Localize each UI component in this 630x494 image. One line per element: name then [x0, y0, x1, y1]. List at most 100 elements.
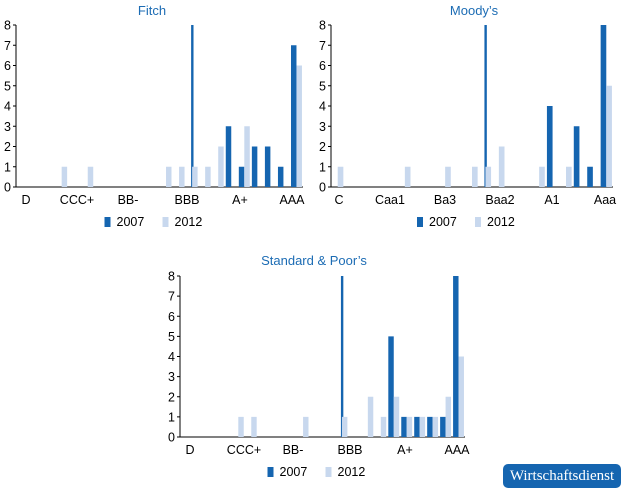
moodys-bar-2012 [566, 166, 572, 187]
sp-y-tick-label: 4 [168, 350, 175, 364]
fitch-bar-2007 [191, 25, 194, 187]
sp-chart: Standard & Poor’s 0 1 2 3 4 5 6 7 8 D CCC+ BB- BBB A+ A… [168, 253, 470, 479]
sp-x-tick-label: A+ [397, 443, 413, 457]
moodys-x-tick-label: Aaa [594, 193, 616, 207]
fitch-x-tick-label: BBB [174, 193, 199, 207]
moodys-bar-2012 [498, 146, 505, 187]
fitch-bar-2012 [296, 65, 302, 187]
fitch-bar-2012 [87, 166, 94, 187]
moodys-y-tick-label: 1 [319, 160, 326, 174]
sp-legend: 2007 2012 [267, 465, 366, 479]
fitch-bar-2012 [205, 166, 211, 187]
fitch-y-tick-label: 7 [4, 39, 11, 53]
fitch-title: Fitch [138, 3, 166, 18]
sp-y-tick-label: 7 [168, 290, 175, 304]
sp-bar-2012 [458, 356, 464, 437]
moodys-bar-2007 [587, 166, 593, 187]
fitch-bar-2007 [277, 166, 284, 187]
sp-x-tick-label: D [185, 443, 194, 457]
fitch-y-tick-label: 0 [4, 181, 11, 195]
moodys-bar-2012 [404, 166, 411, 187]
sp-bar-2007 [401, 416, 407, 437]
legend-swatch-2007 [417, 217, 423, 227]
fitch-bar-2012 [61, 166, 68, 187]
sp-bar-2012 [419, 416, 426, 437]
moodys-bar-2012 [485, 166, 492, 187]
moodys-x-tick-label: Baa2 [485, 193, 514, 207]
legend-swatch-2007 [267, 467, 274, 477]
sp-bar-2012 [341, 416, 348, 437]
sp-title: Standard & Poor’s [261, 253, 367, 268]
legend-label-2007: 2007 [280, 465, 308, 479]
legend-label-2007: 2007 [117, 215, 145, 229]
sp-bar-2007 [453, 276, 459, 437]
sp-y-tick-label: 3 [168, 370, 175, 384]
legend-label-2007: 2007 [429, 215, 457, 229]
sp-bar-2012 [445, 396, 452, 437]
fitch-bar-2012 [218, 146, 224, 187]
fitch-x-tick-label: BB- [118, 193, 139, 207]
moodys-y-tick-label: 7 [319, 39, 326, 53]
fitch-bar-2012 [192, 166, 198, 187]
moodys-y-tick-label: 2 [319, 140, 326, 154]
moodys-y-tick-label: 5 [319, 79, 326, 93]
fitch-x-tick-label: CCC+ [60, 193, 94, 207]
moodys-x-tick-label: Ba3 [434, 193, 456, 207]
moodys-bar-2007 [484, 25, 487, 187]
sp-bar-2007 [440, 416, 446, 437]
sp-bar-2012 [367, 396, 374, 437]
moodys-bar-2012 [445, 166, 451, 187]
moodys-bar-2012 [472, 166, 478, 187]
fitch-y-tick-label: 8 [4, 19, 11, 33]
publisher-logo: Wirtschaftsdienst [503, 464, 621, 488]
fitch-y-tick-label: 4 [4, 100, 11, 114]
sp-y-tick-label: 0 [168, 431, 175, 445]
sp-y-tick-label: 1 [168, 410, 175, 424]
sp-bar-2012 [406, 416, 413, 437]
moodys-bar-2012 [337, 166, 344, 187]
legend-swatch-2007 [104, 217, 111, 227]
fitch-x-tick-label: A+ [232, 193, 248, 207]
sp-bar-2007 [388, 336, 394, 437]
fitch-bar-2012 [179, 166, 185, 187]
moodys-bar-2012 [539, 166, 545, 187]
moodys-legend: 2007 2012 [417, 215, 515, 229]
sp-y-tick-label: 2 [168, 390, 175, 404]
moodys-y-tick-label: 0 [319, 181, 326, 195]
legend-label-2012: 2012 [338, 465, 366, 479]
sp-bar-2007 [414, 416, 420, 437]
fitch-y-tick-label: 6 [4, 59, 11, 73]
sp-x-tick-label: AAA [444, 443, 470, 457]
moodys-x-tick-label: C [334, 193, 343, 207]
moodys-y-tick-label: 6 [319, 59, 326, 73]
moodys-y-tick-label: 3 [319, 120, 326, 134]
legend-label-2012: 2012 [487, 215, 515, 229]
fitch-bar-2012 [166, 166, 172, 187]
fitch-x-tick-label: D [21, 193, 30, 207]
sp-bar-2012 [251, 416, 257, 437]
moodys-x-tick-label: A1 [544, 193, 559, 207]
fitch-bar-2012 [244, 126, 250, 187]
fitch-legend: 2007 2012 [104, 215, 202, 229]
fitch-y-tick-label: 1 [4, 160, 11, 174]
sp-y-tick-label: 8 [168, 270, 175, 284]
sp-bar-2012 [380, 416, 387, 437]
moodys-bar-2007 [546, 106, 553, 187]
sp-x-tick-label: BBB [337, 443, 362, 457]
legend-swatch-2012 [162, 217, 169, 227]
fitch-bar-2007 [264, 146, 271, 187]
legend-swatch-2012 [325, 467, 332, 477]
moodys-y-tick-label: 8 [319, 19, 326, 33]
sp-y-tick-label: 5 [168, 330, 175, 344]
fitch-bar-2007 [251, 146, 258, 187]
fitch-bar-2007 [290, 45, 297, 187]
sp-bar-2012 [432, 416, 439, 437]
sp-bar-2012 [303, 416, 309, 437]
fitch-bar-2007 [225, 126, 232, 187]
sp-bar-2007 [340, 276, 344, 437]
legend-swatch-2012 [475, 217, 481, 227]
sp-bar-2012 [238, 416, 244, 437]
moodys-x-tick-label: Caa1 [375, 193, 405, 207]
fitch-chart: Fitch 0 1 2 3 4 5 6 7 8 D CCC+ BB- BBB A+ AAA 2007 2012 [4, 3, 305, 229]
